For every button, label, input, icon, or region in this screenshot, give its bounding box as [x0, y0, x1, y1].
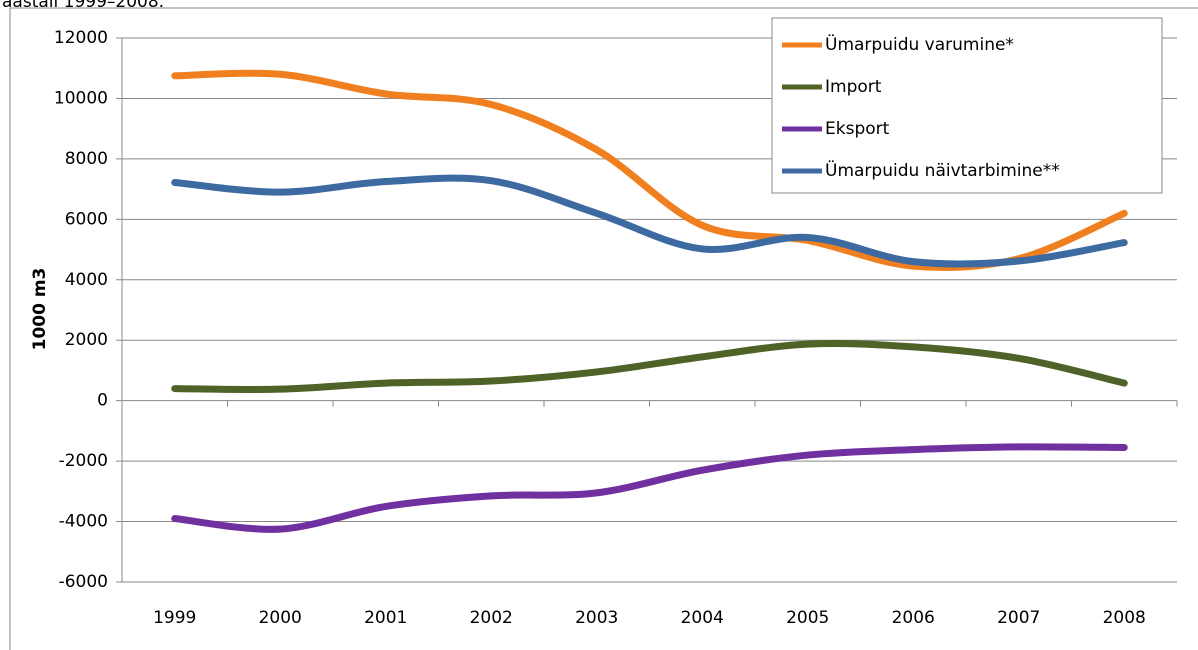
- legend-label: Eksport: [825, 119, 890, 139]
- y-tick-label: -4000: [59, 512, 108, 532]
- series-line: [171, 340, 1128, 393]
- x-tick-label: 1999: [153, 608, 196, 628]
- x-tick-label: 2001: [364, 608, 407, 628]
- legend-label: Ümarpuidu näivtarbimine**: [825, 159, 1060, 181]
- legend-label: Import: [825, 77, 882, 97]
- y-tick-label: 8000: [65, 149, 108, 169]
- y-tick-label: 6000: [65, 209, 108, 229]
- y-tick-label: -6000: [59, 572, 108, 592]
- x-tick-label: 2005: [786, 608, 829, 628]
- y-tick-label: 10000: [54, 88, 108, 108]
- subtitle: aastail 1999–2008.: [2, 0, 164, 12]
- y-tick-label: 12000: [54, 28, 108, 48]
- y-tick-label: -2000: [59, 451, 108, 471]
- y-axis-label: 1000 m3: [30, 268, 50, 351]
- series-line: [171, 174, 1128, 268]
- y-tick-label: 0: [97, 391, 108, 411]
- legend-label: Ümarpuidu varumine*: [825, 33, 1014, 55]
- x-tick-label: 2008: [1103, 608, 1146, 628]
- x-tick-label: 2000: [259, 608, 302, 628]
- x-tick-label: 2002: [470, 608, 513, 628]
- y-tick-label: 4000: [65, 270, 108, 290]
- series-line: [171, 443, 1128, 533]
- x-tick-label: 2007: [997, 608, 1040, 628]
- legend-box: [771, 17, 1163, 194]
- x-tick-label: 2003: [575, 608, 618, 628]
- x-tick-label: 2006: [892, 608, 935, 628]
- y-tick-label: 2000: [65, 330, 108, 350]
- x-tick-label: 2004: [681, 608, 724, 628]
